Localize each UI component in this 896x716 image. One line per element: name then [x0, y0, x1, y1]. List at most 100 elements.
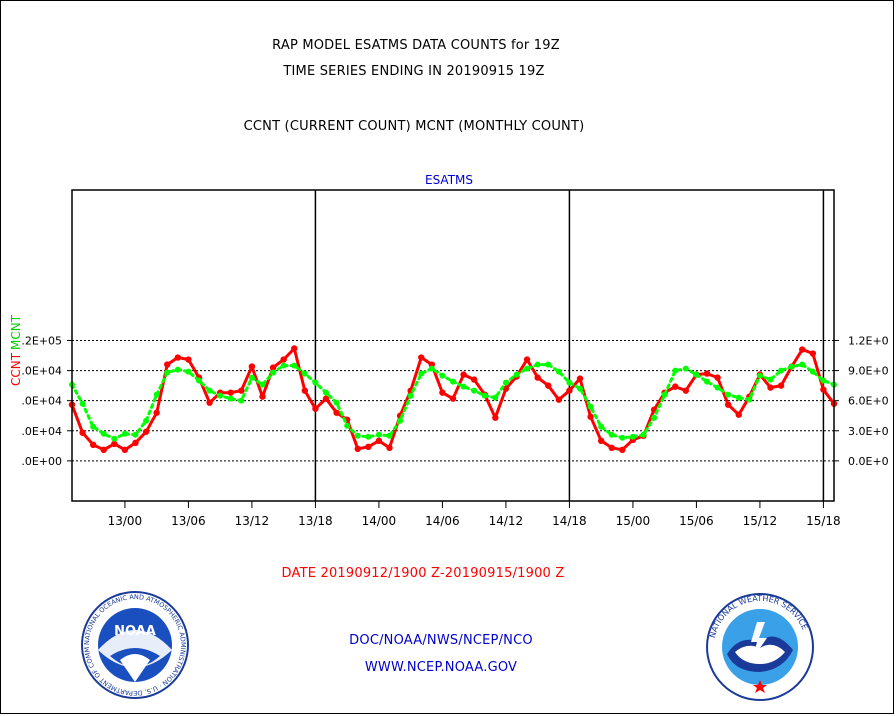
point-mcnt-12 [196, 377, 202, 384]
series-layer [68, 345, 838, 454]
point-mcnt-28 [365, 433, 372, 440]
chart-title-line1: RAP MODEL ESATMS DATA COUNTS for 19Z [272, 38, 560, 53]
point-ccnt-19 [269, 364, 277, 371]
point-mcnt-29 [375, 431, 382, 438]
y-tick-label-right-4: 1.2E+0 [848, 334, 889, 347]
point-ccnt-23 [312, 405, 319, 412]
point-mcnt-39 [481, 392, 488, 399]
x-ticks-layer: 13/00 13/06 13/12 13/18 14/00 14/06 14/12 14/18… [108, 501, 841, 528]
point-mcnt-68 [788, 363, 795, 370]
point-mcnt-5 [121, 430, 128, 437]
point-ccnt-70 [809, 350, 817, 357]
ylabel-mcnt: MCNT [9, 314, 23, 350]
point-mcnt-14 [217, 392, 224, 399]
point-mcnt-7 [143, 417, 150, 424]
point-mcnt-33 [418, 370, 425, 377]
point-ccnt-52 [619, 446, 626, 454]
x-tick-label-7: 14/18 [552, 514, 587, 528]
point-ccnt-47 [566, 387, 573, 394]
point-ccnt-9 [164, 361, 171, 368]
point-ccnt-15 [227, 389, 234, 396]
plot-title: ESATMS [425, 173, 473, 187]
plot-area-border [71, 189, 835, 502]
point-ccnt-17 [248, 363, 256, 370]
point-ccnt-16 [238, 387, 245, 394]
point-mcnt-20 [280, 362, 287, 369]
point-ccnt-2 [89, 441, 97, 449]
chart-title-line2: TIME SERIES ENDING IN 20190915 19Z [283, 64, 545, 79]
point-ccnt-38 [470, 376, 478, 383]
x-tick-label-6: 14/12 [489, 514, 524, 528]
point-mcnt-54 [640, 431, 647, 438]
point-mcnt-67 [778, 367, 785, 374]
point-ccnt-28 [365, 443, 372, 451]
y-tick-label-left-3: .0E+04 [21, 365, 62, 378]
point-ccnt-60 [703, 370, 711, 377]
y-tick-label-left-1: .0E+04 [21, 425, 62, 438]
point-mcnt-26 [344, 422, 351, 429]
point-mcnt-58 [682, 365, 689, 372]
ylabel-ccnt: CCNT [9, 352, 23, 386]
point-mcnt-31 [397, 417, 404, 424]
x-tick-label-8: 15/00 [616, 514, 651, 528]
point-ccnt-46 [555, 396, 563, 403]
point-mcnt-19 [270, 369, 277, 376]
point-mcnt-4 [111, 435, 118, 442]
point-ccnt-43 [523, 356, 531, 363]
point-ccnt-45 [545, 382, 552, 389]
point-ccnt-5 [121, 446, 129, 454]
point-ccnt-6 [132, 439, 139, 447]
point-ccnt-71 [820, 386, 827, 393]
point-mcnt-51 [608, 431, 615, 438]
point-mcnt-42 [513, 371, 520, 378]
point-ccnt-8 [153, 409, 160, 416]
point-ccnt-51 [608, 444, 615, 452]
point-ccnt-62 [724, 401, 732, 408]
point-mcnt-56 [661, 391, 668, 398]
point-ccnt-4 [111, 440, 118, 448]
y-tick-label-right-1: 3.0E+0 [848, 425, 889, 438]
point-mcnt-49 [587, 403, 594, 410]
point-mcnt-53 [629, 433, 636, 440]
point-mcnt-37 [460, 383, 467, 390]
point-ccnt-37 [460, 371, 467, 378]
x-tick-label-3: 13/18 [298, 514, 333, 528]
point-mcnt-62 [725, 391, 732, 398]
point-ccnt-24 [322, 395, 330, 402]
point-ccnt-27 [354, 445, 361, 453]
x-tick-label-1: 13/06 [171, 514, 206, 528]
point-ccnt-36 [449, 395, 457, 402]
point-mcnt-69 [799, 361, 806, 368]
vertical-lines-layer [314, 190, 825, 501]
point-mcnt-34 [428, 365, 435, 372]
date-range: DATE 20190912/1900 Z-20190915/1900 Z [281, 566, 565, 581]
point-ccnt-61 [714, 374, 721, 381]
point-mcnt-13 [206, 387, 213, 394]
point-ccnt-33 [418, 354, 425, 361]
point-ccnt-50 [597, 437, 605, 445]
y-tick-label-right-0: 0.0E+0 [848, 455, 889, 468]
x-tick-label-11: 15/18 [806, 514, 841, 528]
point-mcnt-48 [577, 385, 583, 392]
nws-logo-icon: NATIONAL WEATHER SERVICE [706, 593, 814, 701]
point-mcnt-6 [132, 431, 139, 438]
footer-url: WWW.NCEP.NOAA.GOV [364, 660, 518, 675]
noaa-logo-text: NOAA [114, 624, 156, 639]
point-mcnt-11 [185, 368, 192, 375]
noaa-logo-icon: NOAA NATIONAL OCEANIC AND ATMOSPHERIC AD… [80, 590, 189, 699]
point-ccnt-30 [386, 444, 393, 452]
point-mcnt-70 [809, 368, 816, 375]
point-mcnt-50 [598, 423, 605, 430]
point-ccnt-48 [576, 375, 584, 382]
x-tick-label-10: 15/12 [743, 514, 778, 528]
y-ticks-layer: .0E+00 0.0E+0 .0E+04 3.0E+0 .0E+04 6.0E+0 .0E+… [21, 334, 888, 467]
point-mcnt-25 [333, 399, 340, 406]
y-tick-label-right-3: 9.0E+0 [848, 365, 889, 378]
point-ccnt-66 [767, 384, 774, 391]
point-ccnt-21 [291, 345, 298, 352]
point-ccnt-22 [301, 387, 309, 394]
point-mcnt-65 [756, 372, 763, 379]
point-mcnt-46 [555, 368, 562, 375]
point-ccnt-25 [333, 409, 340, 416]
